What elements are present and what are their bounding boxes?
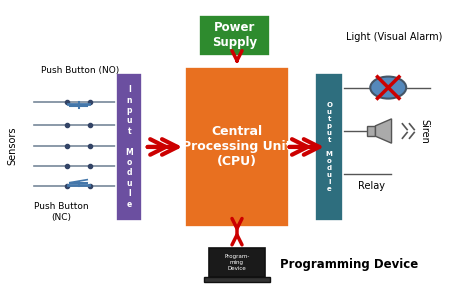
- Text: Programming Device: Programming Device: [280, 258, 418, 271]
- Text: Siren: Siren: [419, 118, 429, 143]
- FancyBboxPatch shape: [199, 15, 270, 56]
- FancyBboxPatch shape: [315, 73, 343, 221]
- Text: Push Button
(NC): Push Button (NC): [34, 203, 89, 222]
- Text: Sensors: Sensors: [8, 126, 18, 165]
- FancyBboxPatch shape: [209, 248, 265, 277]
- Text: Relay: Relay: [357, 181, 384, 191]
- FancyBboxPatch shape: [185, 67, 289, 227]
- Text: Central
Processing Unit
(CPU): Central Processing Unit (CPU): [182, 125, 292, 168]
- Text: Push Button (NO): Push Button (NO): [41, 66, 119, 75]
- Text: Power
Supply: Power Supply: [212, 22, 257, 49]
- Polygon shape: [375, 119, 392, 143]
- Text: Light (Visual Alarm): Light (Visual Alarm): [346, 32, 442, 42]
- Polygon shape: [367, 126, 375, 136]
- FancyBboxPatch shape: [204, 277, 270, 282]
- Text: O
u
t
p
u
t
 
M
o
d
u
l
e: O u t p u t M o d u l e: [326, 102, 333, 192]
- FancyBboxPatch shape: [117, 73, 143, 221]
- Circle shape: [370, 77, 406, 99]
- Text: Program-
ming
Device: Program- ming Device: [224, 255, 250, 271]
- Text: I
n
p
u
t
 
M
o
d
u
l
e: I n p u t M o d u l e: [126, 85, 133, 209]
